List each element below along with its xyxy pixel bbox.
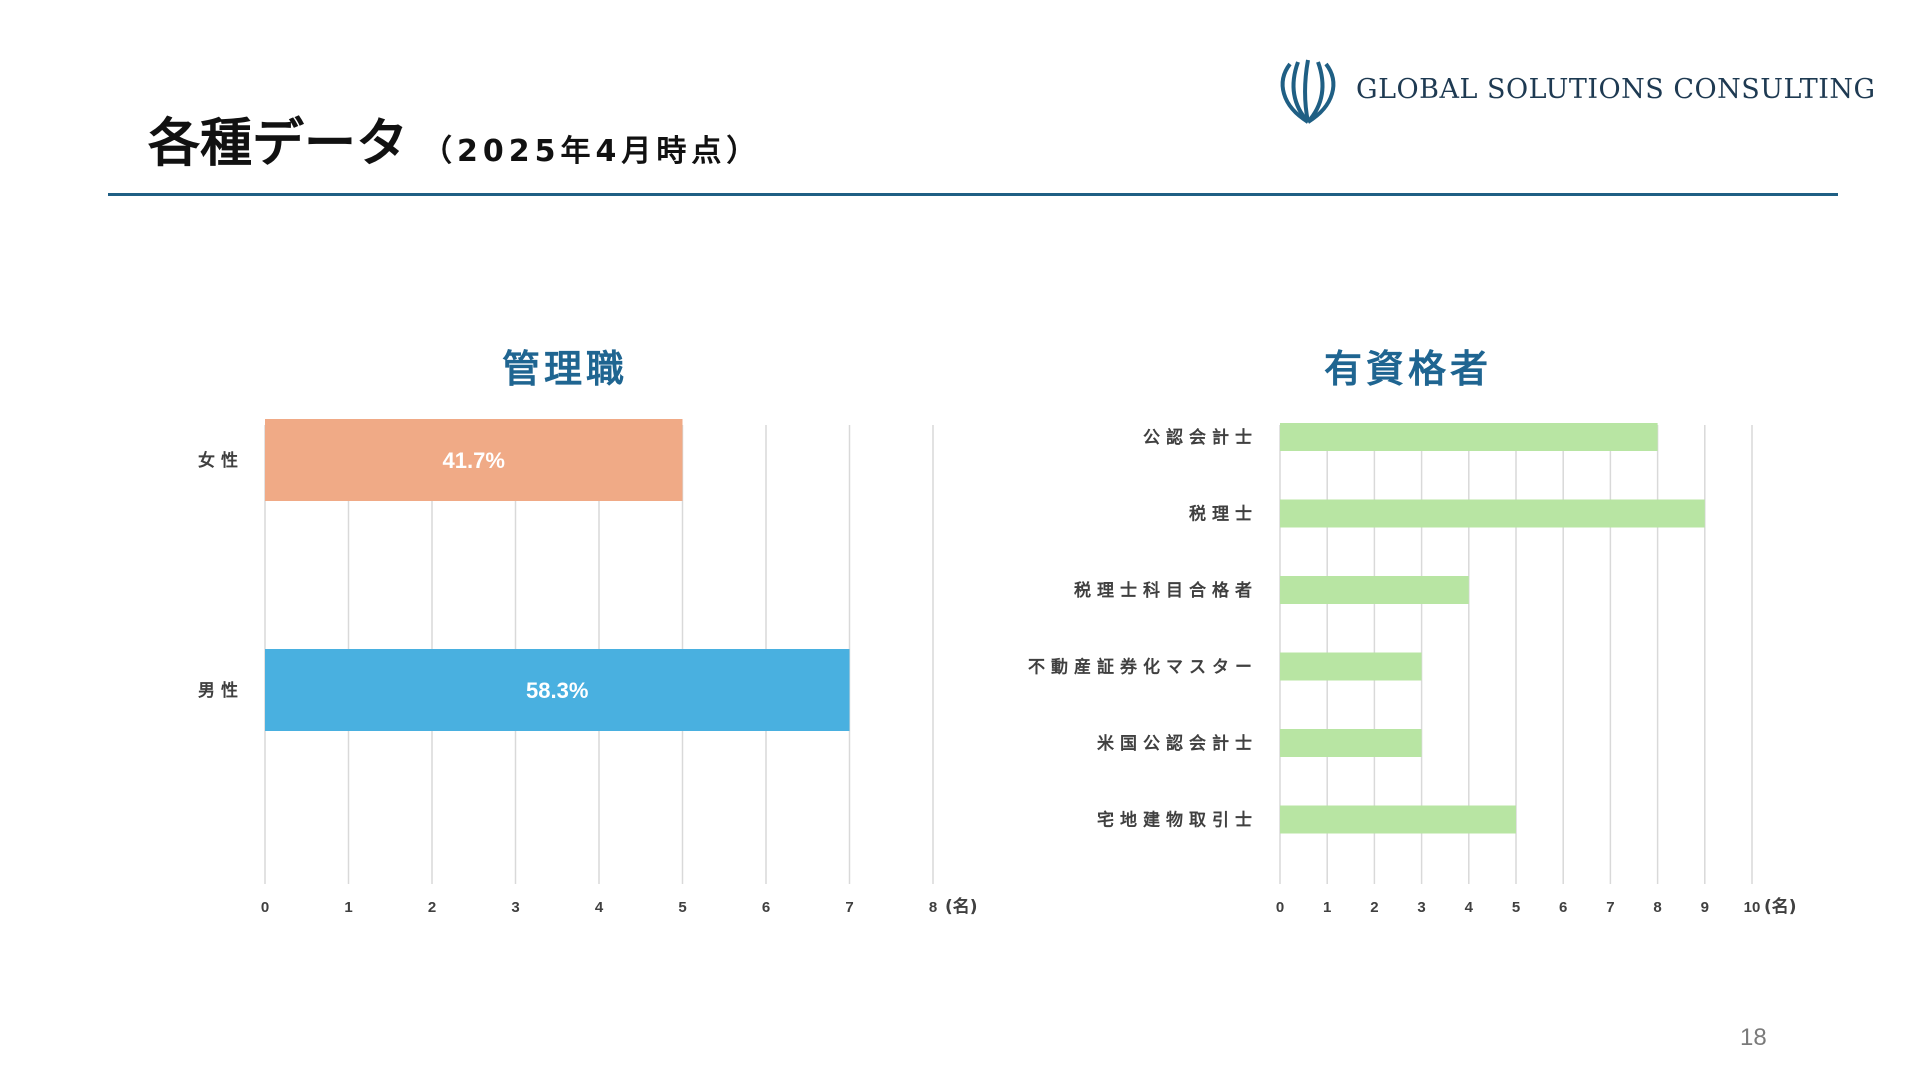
bar-1-3	[1280, 652, 1422, 681]
x-tick-label-1-0: 0	[1276, 899, 1284, 916]
chart-title-managers: 管理職	[501, 347, 628, 391]
x-tick-label-0-7: 7	[845, 899, 853, 916]
category-label-1-5: 宅地建物取引士	[1097, 810, 1258, 831]
page-title: 各種データ （2025年4月時点）	[148, 118, 761, 170]
data-label-0-1: 58.3%	[526, 678, 588, 703]
x-tick-label-1-5: 5	[1512, 899, 1520, 916]
bar-1-5	[1280, 805, 1516, 834]
page-subtitle: （2025年4月時点）	[422, 134, 762, 169]
bar-0-1	[265, 649, 850, 731]
x-unit-label-1: (名)	[1764, 896, 1797, 917]
x-tick-label-1-2: 2	[1370, 899, 1378, 916]
x-tick-label-1-6: 6	[1559, 899, 1567, 916]
category-label-0-0: 女性	[198, 450, 244, 471]
category-label-1-2: 税理士科目合格者	[1074, 580, 1258, 601]
bar-1-4	[1280, 729, 1422, 757]
x-tick-label-0-4: 4	[595, 899, 604, 916]
logo-text: GLOBAL SOLUTIONS CONSULTING	[1356, 74, 1876, 105]
category-label-1-0: 公認会計士	[1143, 427, 1258, 448]
x-tick-label-1-9: 9	[1701, 899, 1709, 916]
page-title-text: 各種データ	[148, 114, 409, 174]
x-tick-label-0-2: 2	[428, 899, 436, 916]
bar-1-1	[1280, 499, 1705, 528]
x-tick-label-0-6: 6	[762, 899, 770, 916]
category-label-1-4: 米国公認会計士	[1097, 733, 1258, 754]
company-logo: GLOBAL SOLUTIONS CONSULTING	[1268, 58, 1875, 128]
x-tick-label-1-1: 1	[1323, 899, 1331, 916]
x-tick-label-0-1: 1	[344, 899, 352, 916]
crown-logo-icon	[1280, 59, 1336, 124]
page-number: 18	[1740, 1024, 1767, 1051]
bar-1-2	[1280, 576, 1469, 604]
bar-1-0	[1280, 423, 1658, 451]
x-tick-label-1-4: 4	[1465, 899, 1474, 916]
x-tick-label-0-0: 0	[261, 899, 269, 916]
x-unit-label-0: (名)	[945, 896, 978, 917]
x-tick-label-0-8: 8	[929, 899, 937, 916]
data-label-0-0: 41.7%	[443, 448, 505, 473]
x-tick-label-1-3: 3	[1417, 899, 1425, 916]
category-label-1-3: 不動産証券化マスター	[1028, 657, 1258, 678]
x-tick-label-1-10: 10	[1744, 899, 1761, 916]
x-tick-label-1-8: 8	[1653, 899, 1661, 916]
category-label-1-1: 税理士	[1189, 504, 1258, 525]
x-tick-label-0-5: 5	[678, 899, 686, 916]
x-tick-label-1-7: 7	[1606, 899, 1614, 916]
x-tick-label-0-3: 3	[511, 899, 519, 916]
bar-0-0	[265, 419, 683, 501]
category-label-0-1: 男性	[198, 680, 244, 701]
title-divider	[108, 193, 1838, 196]
chart-title-qualified: 有資格者	[1323, 347, 1492, 391]
logo-wordmark: GLOBAL SOLUTIONS CONSULTING	[1356, 74, 1876, 105]
